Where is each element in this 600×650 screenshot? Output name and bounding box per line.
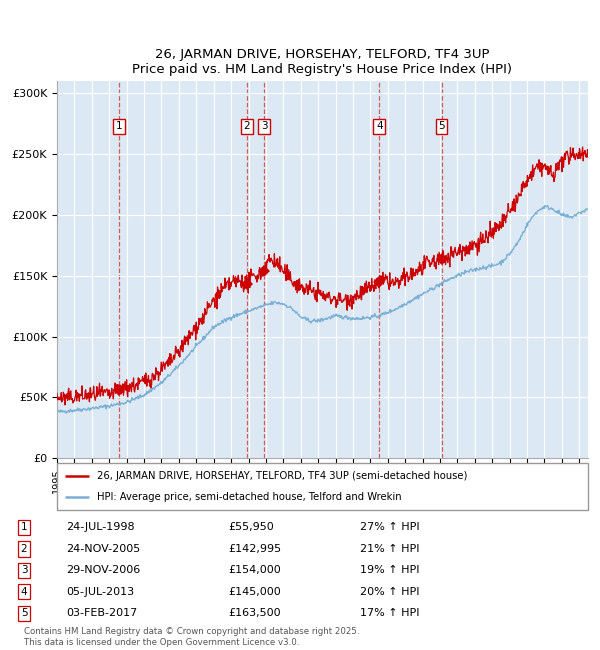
Text: £154,000: £154,000	[228, 566, 281, 575]
Text: 29-NOV-2006: 29-NOV-2006	[66, 566, 140, 575]
Title: 26, JARMAN DRIVE, HORSEHAY, TELFORD, TF4 3UP
Price paid vs. HM Land Registry's H: 26, JARMAN DRIVE, HORSEHAY, TELFORD, TF4…	[133, 48, 512, 76]
Text: £55,950: £55,950	[228, 523, 274, 532]
Text: 1: 1	[116, 122, 122, 131]
Text: 03-FEB-2017: 03-FEB-2017	[66, 608, 137, 618]
Text: 20% ↑ HPI: 20% ↑ HPI	[360, 587, 419, 597]
Text: £145,000: £145,000	[228, 587, 281, 597]
Text: 24-JUL-1998: 24-JUL-1998	[66, 523, 134, 532]
Text: 24-NOV-2005: 24-NOV-2005	[66, 544, 140, 554]
Text: Contains HM Land Registry data © Crown copyright and database right 2025.
This d: Contains HM Land Registry data © Crown c…	[24, 627, 359, 647]
Text: 5: 5	[438, 122, 445, 131]
Text: HPI: Average price, semi-detached house, Telford and Wrekin: HPI: Average price, semi-detached house,…	[97, 492, 401, 502]
Text: 1: 1	[20, 523, 28, 532]
Text: 05-JUL-2013: 05-JUL-2013	[66, 587, 134, 597]
Text: 3: 3	[261, 122, 268, 131]
Text: 27% ↑ HPI: 27% ↑ HPI	[360, 523, 419, 532]
Text: 4: 4	[376, 122, 383, 131]
Text: 26, JARMAN DRIVE, HORSEHAY, TELFORD, TF4 3UP (semi-detached house): 26, JARMAN DRIVE, HORSEHAY, TELFORD, TF4…	[97, 471, 467, 481]
Text: 2: 2	[244, 122, 250, 131]
Text: £163,500: £163,500	[228, 608, 281, 618]
Text: 21% ↑ HPI: 21% ↑ HPI	[360, 544, 419, 554]
Text: 19% ↑ HPI: 19% ↑ HPI	[360, 566, 419, 575]
Text: 17% ↑ HPI: 17% ↑ HPI	[360, 608, 419, 618]
Text: 5: 5	[20, 608, 28, 618]
Text: £142,995: £142,995	[228, 544, 281, 554]
Text: 3: 3	[20, 566, 28, 575]
Text: 4: 4	[20, 587, 28, 597]
Text: 2: 2	[20, 544, 28, 554]
